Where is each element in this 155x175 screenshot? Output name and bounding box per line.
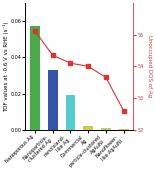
Bar — [48, 70, 58, 130]
Bar — [119, 129, 128, 130]
Bar — [66, 95, 75, 130]
Bar — [101, 128, 111, 130]
Y-axis label: TOF values at -0.6 V vs RHE (s⁻¹): TOF values at -0.6 V vs RHE (s⁻¹) — [3, 21, 9, 112]
Bar — [83, 126, 93, 130]
Bar — [30, 26, 40, 130]
Y-axis label: Unoccupied DOS of Ag: Unoccupied DOS of Ag — [147, 35, 152, 97]
